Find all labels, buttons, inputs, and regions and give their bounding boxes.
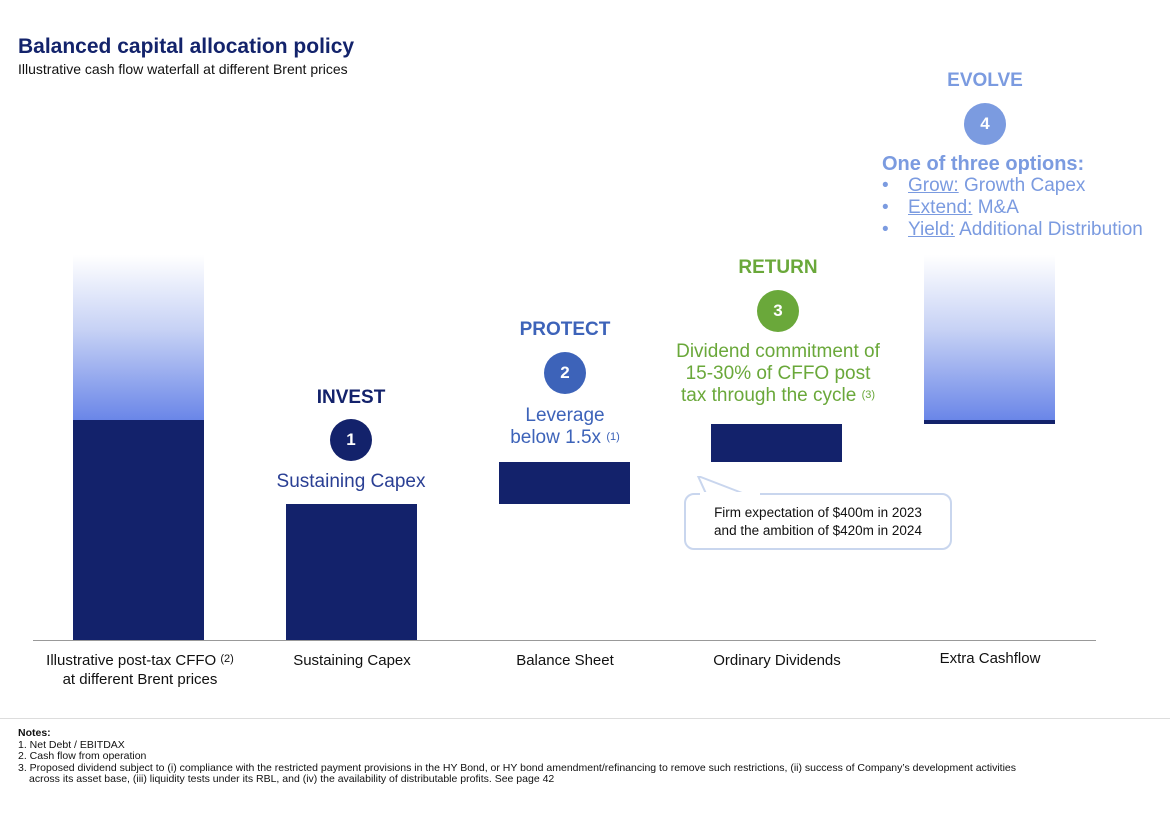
step-text-line: 15-30% of CFFO post [685, 363, 871, 384]
step-protect: PROTECT 2 Leverage below 1.5x (1) [480, 319, 650, 449]
evolve-options: One of three options: Grow: Growth Capex… [882, 153, 1143, 241]
bar-3 [499, 461, 630, 504]
category-label: Illustrative post-tax CFFO (2) at differ… [20, 651, 260, 689]
step-heading: PROTECT [519, 319, 611, 340]
category-label-line: Illustrative post-tax CFFO [46, 652, 217, 669]
step-text-line: Leverage [525, 405, 605, 426]
step-evolve: EVOLVE 4 [900, 70, 1070, 145]
step-invest: INVEST 1 Sustaining Capex [266, 387, 436, 493]
option-value: Additional Distribution [959, 219, 1143, 240]
step-text: Sustaining Capex [276, 471, 426, 492]
category-label: Balance Sheet [516, 652, 614, 669]
step-number-badge: 3 [757, 290, 799, 332]
note-item: across its asset base, (iii) liquidity t… [29, 773, 555, 785]
bar-5 [924, 420, 1055, 425]
note-item: 3. Proposed dividend subject to (i) comp… [18, 761, 1016, 774]
note-item: 2. Cash flow from operation [18, 750, 147, 762]
bar-4 [711, 424, 842, 462]
footnote-ref: (3) [861, 389, 876, 401]
category-label: Ordinary Dividends [713, 652, 841, 669]
category-label-line: at different Brent prices [62, 671, 218, 688]
option-value: Growth Capex [963, 175, 1086, 196]
step-text-line: tax through the cycle [680, 385, 857, 406]
step-number-badge: 4 [964, 103, 1006, 145]
option-key: Grow: [908, 175, 959, 196]
option-key: Yield: [908, 219, 955, 240]
step-text-line: below 1.5x [510, 427, 602, 448]
bar-2 [286, 503, 417, 640]
baseline-axis [33, 640, 1096, 641]
step-text: Dividend commitment of 15-30% of CFFO po… [650, 341, 906, 407]
step-heading: RETURN [738, 257, 818, 278]
callout-pointer-join [700, 492, 760, 495]
page-subtitle: Illustrative cash flow waterfall at diff… [18, 61, 348, 77]
divider [0, 718, 1170, 719]
step-heading: INVEST [316, 387, 386, 408]
note-item: 1. Net Debt / EBITDAX [18, 738, 125, 751]
notes-heading: Notes: [18, 727, 51, 739]
category-label: Sustaining Capex [293, 652, 411, 669]
option-key: Extend: [908, 197, 973, 218]
bar-5-variable-range [924, 255, 1055, 420]
option-item: Extend: M&A [882, 197, 1143, 219]
notes: Notes: 1. Net Debt / EBITDAX 2. Cash flo… [18, 727, 1138, 786]
step-number-badge: 2 [544, 352, 586, 394]
footnote-ref: (2) [220, 653, 234, 665]
option-value: M&A [977, 197, 1019, 218]
page-title: Balanced capital allocation policy [18, 35, 355, 58]
category-label: Extra Cashflow [939, 650, 1041, 667]
option-item: Grow: Growth Capex [882, 175, 1143, 197]
footnote-ref: (1) [606, 431, 620, 443]
options-list: Grow: Growth Capex Extend: M&A Yield: Ad… [882, 175, 1143, 241]
callout-line: Firm expectation of $400m in 2023 [714, 504, 922, 520]
bar-1 [73, 420, 204, 640]
bar-1-variable-range [73, 255, 204, 420]
step-text-line: Dividend commitment of [676, 341, 880, 362]
step-heading: EVOLVE [947, 70, 1023, 91]
step-number-badge: 1 [330, 419, 372, 461]
option-item: Yield: Additional Distribution [882, 219, 1143, 241]
dividend-callout: Firm expectation of $400m in 2023 and the… [684, 493, 952, 550]
step-text: Leverage below 1.5x (1) [480, 405, 650, 449]
callout-line: and the ambition of $420m in 2024 [714, 522, 922, 538]
step-return: RETURN 3 Dividend commitment of 15-30% o… [650, 257, 906, 407]
options-title: One of three options: [882, 153, 1085, 175]
